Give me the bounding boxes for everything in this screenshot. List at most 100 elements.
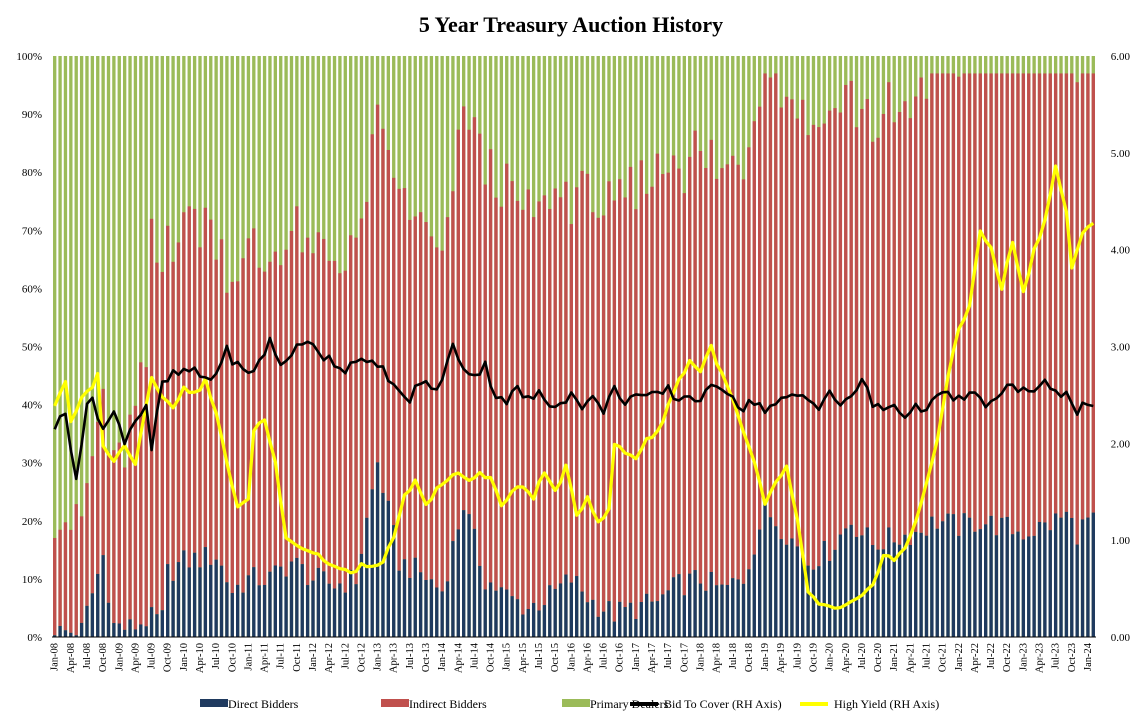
bar-direct-bidders — [1010, 534, 1015, 637]
bar-indirect-bidders — [316, 232, 321, 568]
bar-indirect-bidders — [139, 362, 143, 625]
bar-indirect-bidders — [456, 129, 460, 530]
bar-direct-bidders — [876, 549, 880, 637]
x-tick-label: Apr-08 — [66, 643, 77, 673]
bar-direct-bidders — [844, 528, 848, 637]
bar-indirect-bidders — [63, 522, 68, 631]
bar-indirect-bidders — [752, 121, 756, 555]
bar-indirect-bidders — [876, 137, 880, 550]
x-tick-label: Jul-20 — [857, 643, 868, 669]
bar-direct-bidders — [887, 527, 891, 637]
bar-indirect-bidders — [386, 149, 391, 501]
bar-direct-bidders — [967, 517, 972, 637]
bar-direct-bidders — [704, 590, 708, 637]
bar-indirect-bidders — [623, 197, 627, 608]
bar-direct-bidders — [639, 602, 643, 637]
y-left-tick-label: 100% — [16, 51, 42, 63]
x-tick-label: Apr-22 — [970, 643, 981, 673]
bar-indirect-bidders — [779, 107, 783, 540]
bar-indirect-bidders — [725, 164, 730, 585]
bar-direct-bidders — [790, 538, 794, 637]
bar-indirect-bidders — [677, 168, 681, 575]
bar-direct-bidders — [548, 585, 552, 637]
bar-primary-dealers — [63, 56, 68, 637]
bar-direct-bidders — [1086, 517, 1090, 637]
bar-direct-bidders — [478, 565, 482, 637]
bar-indirect-bidders — [1005, 73, 1009, 517]
x-tick-label: Jul-09 — [147, 643, 158, 669]
bar-indirect-bidders — [596, 217, 600, 617]
x-tick-label: Jan-12 — [308, 643, 319, 671]
bar-indirect-bidders — [106, 452, 111, 603]
bar-direct-bidders — [973, 531, 977, 637]
legend-bid-to-cover: Bid To Cover (RH Axis) — [630, 697, 782, 711]
bar-direct-bidders — [316, 567, 321, 637]
bar-indirect-bidders — [284, 249, 288, 577]
bar-indirect-bidders — [505, 163, 509, 590]
x-tick-label: Jul-12 — [340, 643, 351, 669]
bar-direct-bidders — [117, 623, 121, 637]
bar-indirect-bidders — [128, 414, 132, 620]
bar-indirect-bidders — [198, 247, 202, 568]
bar-indirect-bidders — [661, 174, 665, 595]
bar-indirect-bidders — [488, 149, 493, 583]
bar-direct-bidders — [262, 584, 267, 637]
bar-direct-bidders — [575, 576, 579, 637]
bar-direct-bidders — [849, 524, 853, 637]
bar-indirect-bidders — [989, 73, 993, 516]
x-tick-label: Apr-23 — [1034, 643, 1045, 673]
bar-primary-dealers — [101, 56, 105, 637]
bar-primary-dealers — [122, 56, 127, 637]
y-left-tick-label: 60% — [22, 283, 42, 295]
bar-direct-bidders — [515, 599, 520, 637]
bar-indirect-bidders — [698, 151, 703, 584]
bar-indirect-bidders — [187, 206, 191, 568]
bar-direct-bidders — [908, 544, 913, 637]
bar-direct-bidders — [838, 534, 843, 637]
x-tick-label: Oct-19 — [808, 643, 819, 672]
bar-indirect-bidders — [445, 217, 450, 582]
x-tick-label: Jan-16 — [566, 643, 577, 671]
legend-primary-dealers: Primary Dealers — [562, 697, 669, 711]
bar-direct-bidders — [623, 607, 627, 637]
bar-direct-bidders — [327, 583, 331, 637]
bar-indirect-bidders — [370, 134, 374, 490]
bar-indirect-bidders — [628, 166, 633, 603]
bar-direct-bidders — [585, 602, 590, 637]
bar-indirect-bidders — [289, 230, 294, 562]
bar-indirect-bidders — [279, 265, 283, 567]
bar-direct-bidders — [505, 589, 509, 637]
bar-indirect-bidders — [521, 209, 525, 615]
x-tick-label: Jan-15 — [502, 643, 513, 671]
x-tick-label: Jul-16 — [599, 643, 610, 669]
bar-indirect-bidders — [155, 262, 159, 615]
bar-direct-bidders — [101, 555, 105, 637]
bar-indirect-bidders — [801, 99, 805, 558]
bar-indirect-bidders — [1059, 73, 1063, 518]
bar-indirect-bidders — [844, 84, 848, 529]
bar-indirect-bidders — [806, 135, 810, 566]
bar-indirect-bidders — [666, 172, 670, 591]
bar-indirect-bidders — [537, 201, 541, 611]
bar-indirect-bidders — [957, 76, 961, 536]
bar-primary-dealers — [128, 56, 132, 637]
bar-direct-bidders — [795, 546, 799, 637]
bar-direct-bidders — [871, 545, 875, 637]
bar-direct-bidders — [144, 626, 148, 637]
bar-indirect-bidders — [182, 212, 186, 551]
bar-direct-bidders — [763, 499, 767, 637]
bar-direct-bidders — [112, 623, 116, 637]
bar-indirect-bidders — [634, 209, 638, 620]
bar-direct-bidders — [176, 562, 181, 637]
y-left-tick-label: 90% — [22, 109, 42, 121]
bar-indirect-bidders — [553, 188, 557, 589]
bar-direct-bidders — [219, 565, 224, 637]
bar-indirect-bidders — [58, 529, 62, 626]
bar-direct-bidders — [456, 529, 460, 637]
x-tick-label: Jan-22 — [954, 643, 965, 671]
bar-indirect-bidders — [919, 77, 923, 533]
bar-indirect-bidders — [133, 405, 138, 630]
bar-direct-bidders — [69, 632, 73, 637]
bar-direct-bidders — [305, 585, 310, 637]
x-tick-label: Jul-14 — [469, 642, 480, 669]
